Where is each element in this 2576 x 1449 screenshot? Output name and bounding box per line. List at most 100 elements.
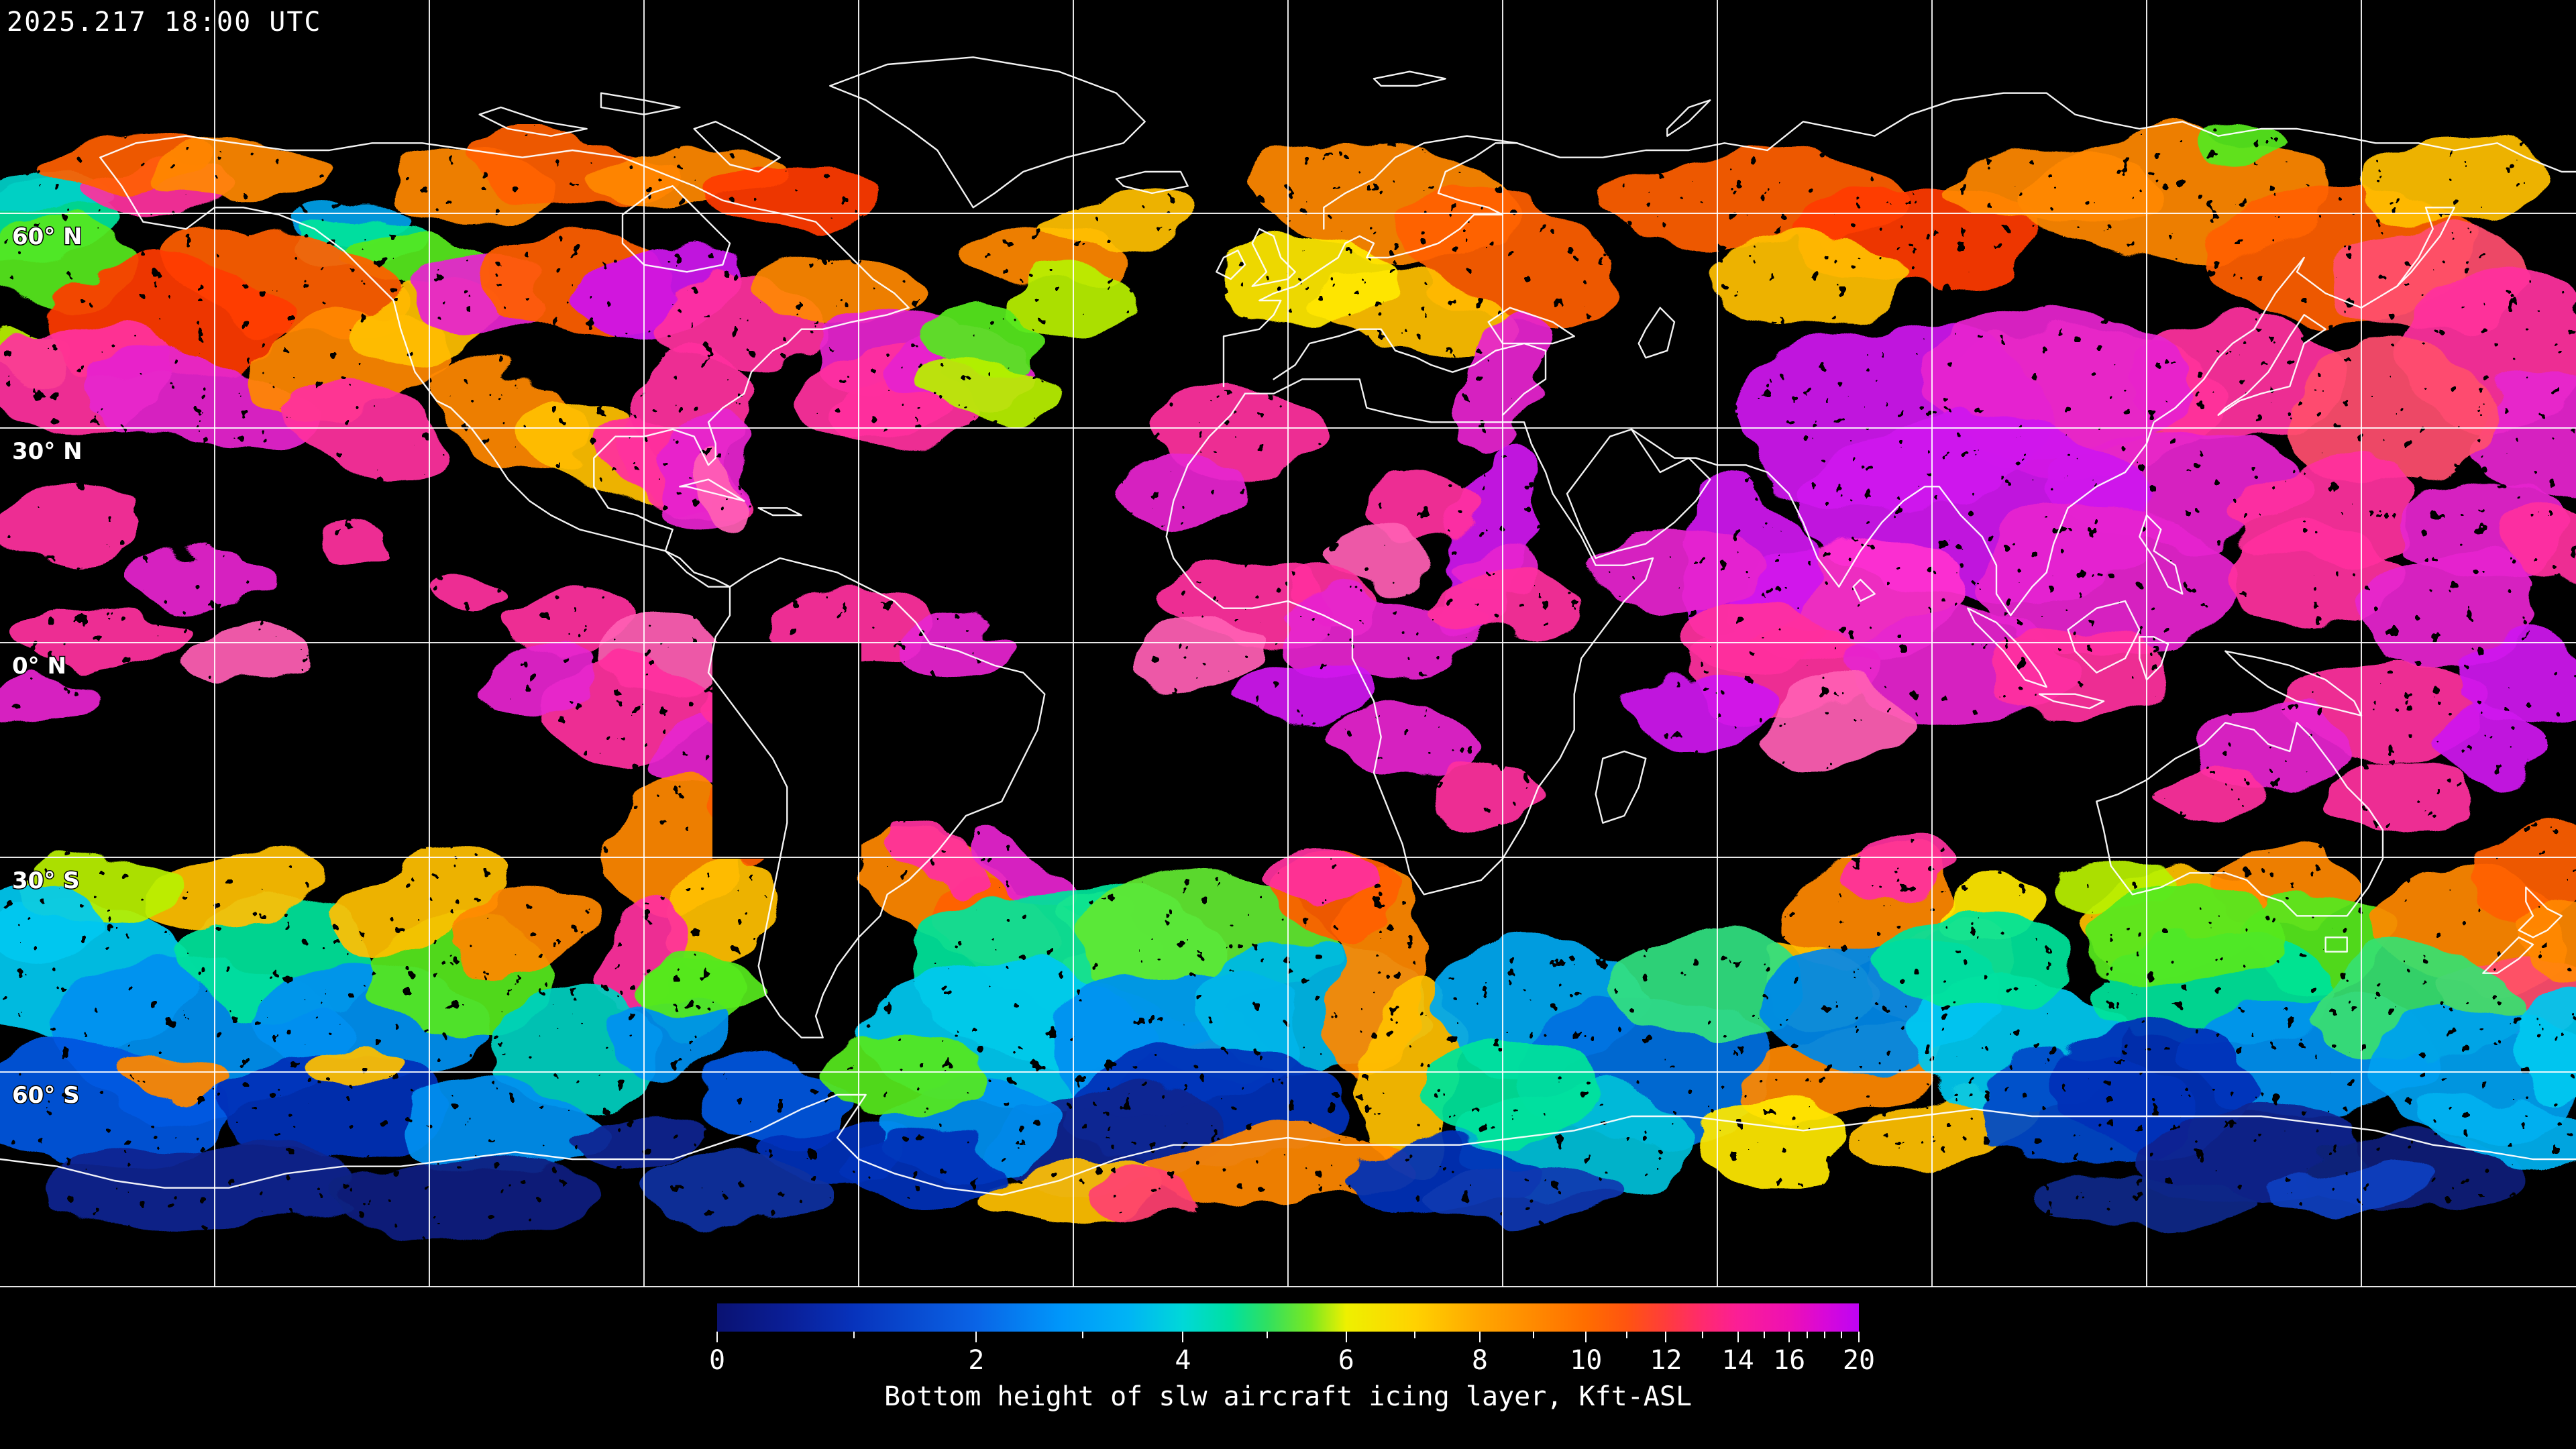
icing-blob xyxy=(0,493,141,567)
coastline-arabia xyxy=(1566,428,1711,559)
coastline-asia-east xyxy=(1630,256,2398,616)
coastline-australia xyxy=(2096,722,2384,917)
icing-blob xyxy=(1841,837,1955,888)
coastline-south-america xyxy=(707,557,1046,1038)
icing-blob xyxy=(2321,761,2469,835)
icing-blob xyxy=(1053,191,1201,252)
latitude-label: 60° N xyxy=(12,223,83,250)
coastline-black-sea xyxy=(1487,307,1575,345)
icing-blob xyxy=(1221,241,1395,322)
icing-blob xyxy=(138,547,265,607)
icing-blob xyxy=(1764,681,1912,768)
icing-blob xyxy=(1597,527,1758,614)
coastline-kamchatka xyxy=(2396,207,2455,287)
icing-blob xyxy=(2355,138,2542,225)
icing-blob xyxy=(142,845,328,926)
icing-blob xyxy=(2496,506,2576,580)
coastline-uk xyxy=(1251,228,1296,287)
icing-blob xyxy=(1147,1128,1402,1206)
latitude-label: 30° N xyxy=(12,438,83,465)
icing-blob xyxy=(1697,1097,1858,1184)
coastline-philippines xyxy=(2139,514,2184,595)
icing-blob xyxy=(1328,527,1436,587)
icing-blob xyxy=(0,885,101,966)
coastline-nz-north xyxy=(2518,886,2563,938)
icing-blob xyxy=(20,607,195,667)
icing-blob xyxy=(118,1046,231,1101)
icing-blob xyxy=(694,449,741,530)
coastline-borneo xyxy=(2067,600,2141,674)
coastline-asia-north xyxy=(1516,92,2576,173)
icing-blob xyxy=(1120,453,1241,527)
icing-blob xyxy=(919,305,1040,379)
coastline-na-west xyxy=(99,156,731,588)
coastline-sumatra xyxy=(1967,607,2047,688)
coastline-japan xyxy=(2217,314,2326,416)
coastline-madagascar xyxy=(1595,750,1647,824)
icing-blob xyxy=(2469,825,2576,919)
icing-blob xyxy=(1328,708,1476,782)
latitude-label: 0° N xyxy=(12,653,66,680)
coastline-arctic-is1 xyxy=(478,106,588,137)
latitude-label: 30° S xyxy=(12,867,80,894)
icing-blob xyxy=(1409,1164,1610,1224)
icing-blob xyxy=(483,983,657,1097)
icing-blob xyxy=(845,1134,1006,1201)
coastline-hudson xyxy=(621,185,731,273)
latitude-labels: 60° N 30° N 0° N 30° S 60° S xyxy=(11,223,84,1110)
coastline-mediterranean-north xyxy=(1273,328,1547,416)
coastline-hispaniola xyxy=(757,507,802,517)
coastline-na-east xyxy=(99,135,910,588)
coastline-europe-atlantic xyxy=(1222,142,1518,388)
icing-blob xyxy=(309,525,389,562)
icing-blob xyxy=(926,366,1060,426)
icing-blob xyxy=(272,380,452,479)
coastline-sulawesi xyxy=(2139,636,2169,681)
icing-blob xyxy=(1992,627,2180,728)
icing-blob xyxy=(2153,761,2274,822)
coastline-norway xyxy=(1323,135,1518,230)
icing-blob xyxy=(2469,376,2576,496)
icing-blob xyxy=(451,885,596,967)
icing-blob xyxy=(221,1050,449,1164)
icing-blob xyxy=(2268,1159,2428,1216)
coastline-cuba xyxy=(679,478,745,502)
coastline-arctic-is2 xyxy=(600,92,681,115)
icing-blob xyxy=(1134,627,1254,688)
coastline-sri-lanka xyxy=(1852,578,1876,602)
icing-blob xyxy=(1617,671,1764,751)
coastline-new-guinea xyxy=(2224,650,2363,716)
timestamp: 2025.217 18:00 UTC xyxy=(7,7,322,38)
coastline-svalbard xyxy=(1373,70,1446,87)
icing-blob xyxy=(1972,503,2241,651)
icing-blob xyxy=(2502,986,2576,1093)
icing-blob xyxy=(704,161,879,228)
icing-blob xyxy=(1885,909,2073,1010)
icing-blob xyxy=(429,560,510,607)
icing-blob xyxy=(1358,979,1460,1167)
icing-blob xyxy=(483,647,590,708)
icing-blob xyxy=(2288,342,2489,490)
coastline-iceland xyxy=(1115,170,1189,195)
coastline-novaya-zemlya xyxy=(1666,99,1711,137)
icing-blob xyxy=(2429,1087,2576,1167)
icing-blob xyxy=(825,1026,986,1120)
icing-blob xyxy=(2428,708,2549,782)
coastline-nz-south xyxy=(2482,936,2534,974)
icing-blob xyxy=(1426,761,1540,822)
coastline-java xyxy=(2038,693,2105,710)
coastline-africa xyxy=(1165,378,1654,896)
coastline-caspian xyxy=(1638,307,1676,359)
icing-blob xyxy=(1422,1033,1597,1140)
icing-blob xyxy=(1436,567,1583,641)
icing-blob xyxy=(1234,661,1382,721)
coastline-ireland xyxy=(1216,250,1246,280)
icing-blob xyxy=(2086,885,2274,979)
icing-blob xyxy=(195,631,315,684)
icing-blob xyxy=(0,678,94,731)
icing-blob xyxy=(402,1077,604,1177)
icing-blob xyxy=(1278,841,1379,901)
icing-blob xyxy=(665,847,771,978)
